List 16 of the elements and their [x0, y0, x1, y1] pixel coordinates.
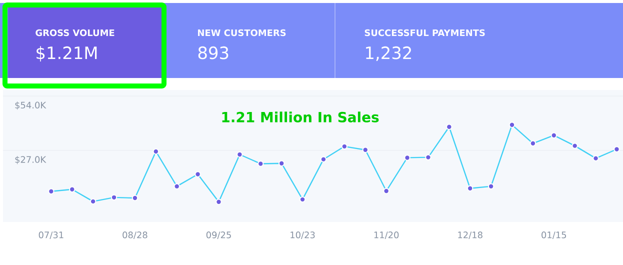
annotation: 1.21 Million In Sales: [222, 112, 379, 122]
x-tick-label: 11/20: [374, 232, 399, 240]
text: NEW CUSTOMERS: [198, 29, 286, 36]
x-tick-label: 01/15: [542, 232, 566, 240]
y-tick-label: $54.0K: [15, 102, 46, 110]
x-tick-label: 12/18: [458, 232, 482, 240]
x-tick-label: 09/25: [206, 232, 231, 240]
x-tick-label: 10/23: [290, 232, 315, 240]
text: 893: [198, 46, 228, 60]
text: 1,232: [366, 46, 411, 61]
x-tick-label: 08/28: [122, 232, 148, 240]
x-tick-label: 07/31: [38, 232, 64, 240]
text: $1.21M: [36, 46, 97, 62]
text: SUCCESSFUL PAYMENTS: [364, 29, 485, 36]
text: GROSS VOLUME: [36, 29, 114, 36]
y-tick-label: $27.0K: [15, 156, 46, 164]
